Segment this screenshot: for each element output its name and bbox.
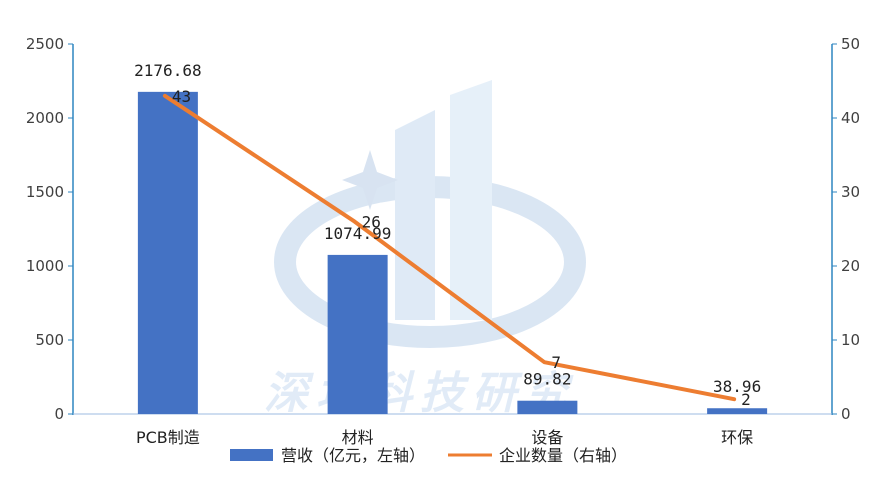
y-left-tick-label: 1000 [26,257,64,275]
bar-value-label: 1074.99 [324,224,391,243]
bar-4 [707,408,768,414]
y-left-tick-label: 2500 [26,35,64,53]
legend-bar-swatch [230,449,273,461]
legend-line-label: 企业数量（右轴） [499,446,627,465]
y-right-tick-label: 0 [841,405,851,423]
bar-value-label: 2176.68 [134,61,201,80]
y-right-tick-label: 20 [841,257,860,275]
legend-bar-label: 营收（亿元，左轴） [281,446,425,465]
bar-series [137,91,768,415]
x-tick-label: 材料 [342,428,374,447]
bar-value-label: 38.96 [713,377,761,396]
y-right-tick-label: 50 [841,35,860,53]
bar-2 [327,254,388,414]
x-tick-label: PCB制造 [136,428,200,447]
watermark-building-left [395,110,435,320]
line-series [162,93,737,402]
line-point [732,397,736,401]
y-left-tick-label: 2000 [26,109,64,127]
watermark-star-icon [342,150,398,210]
watermark-logo: 深圳科技研究 [264,80,586,419]
y-left-tick-label: 0 [54,405,64,423]
line-value-label: 43 [172,87,191,106]
line-series-path [162,93,737,402]
line-value-label: 7 [551,353,561,372]
x-tick-label: 环保 [721,428,753,447]
y-axis-right-ticks: 0 10 20 30 40 50 [832,35,860,423]
y-left-tick-label: 500 [35,331,64,349]
line-value-label: 2 [741,390,751,409]
x-axis-labels: PCB制造 材料 设备 环保 [136,428,753,447]
line-point [353,220,357,224]
bar-1 [137,91,198,415]
y-right-tick-label: 40 [841,109,860,127]
line-point [163,94,167,98]
line-value-label: 26 [362,213,381,232]
line-point [542,360,546,364]
x-tick-label: 设备 [531,428,563,447]
watermark-text: 深圳科技研究 [264,368,576,419]
y-left-tick-label: 1500 [26,183,64,201]
y-axis-left-ticks: 0 500 1000 1500 2000 2500 [26,35,73,423]
watermark-building-right [450,80,492,320]
bar-3 [517,400,578,414]
data-labels: 2176.68 1074.99 89.82 38.96 43 26 7 2 [134,61,761,409]
y-right-tick-label: 30 [841,183,860,201]
y-right-tick-label: 10 [841,331,860,349]
legend: 营收（亿元，左轴） 企业数量（右轴） [230,446,627,465]
bar-value-label: 89.82 [523,370,571,389]
